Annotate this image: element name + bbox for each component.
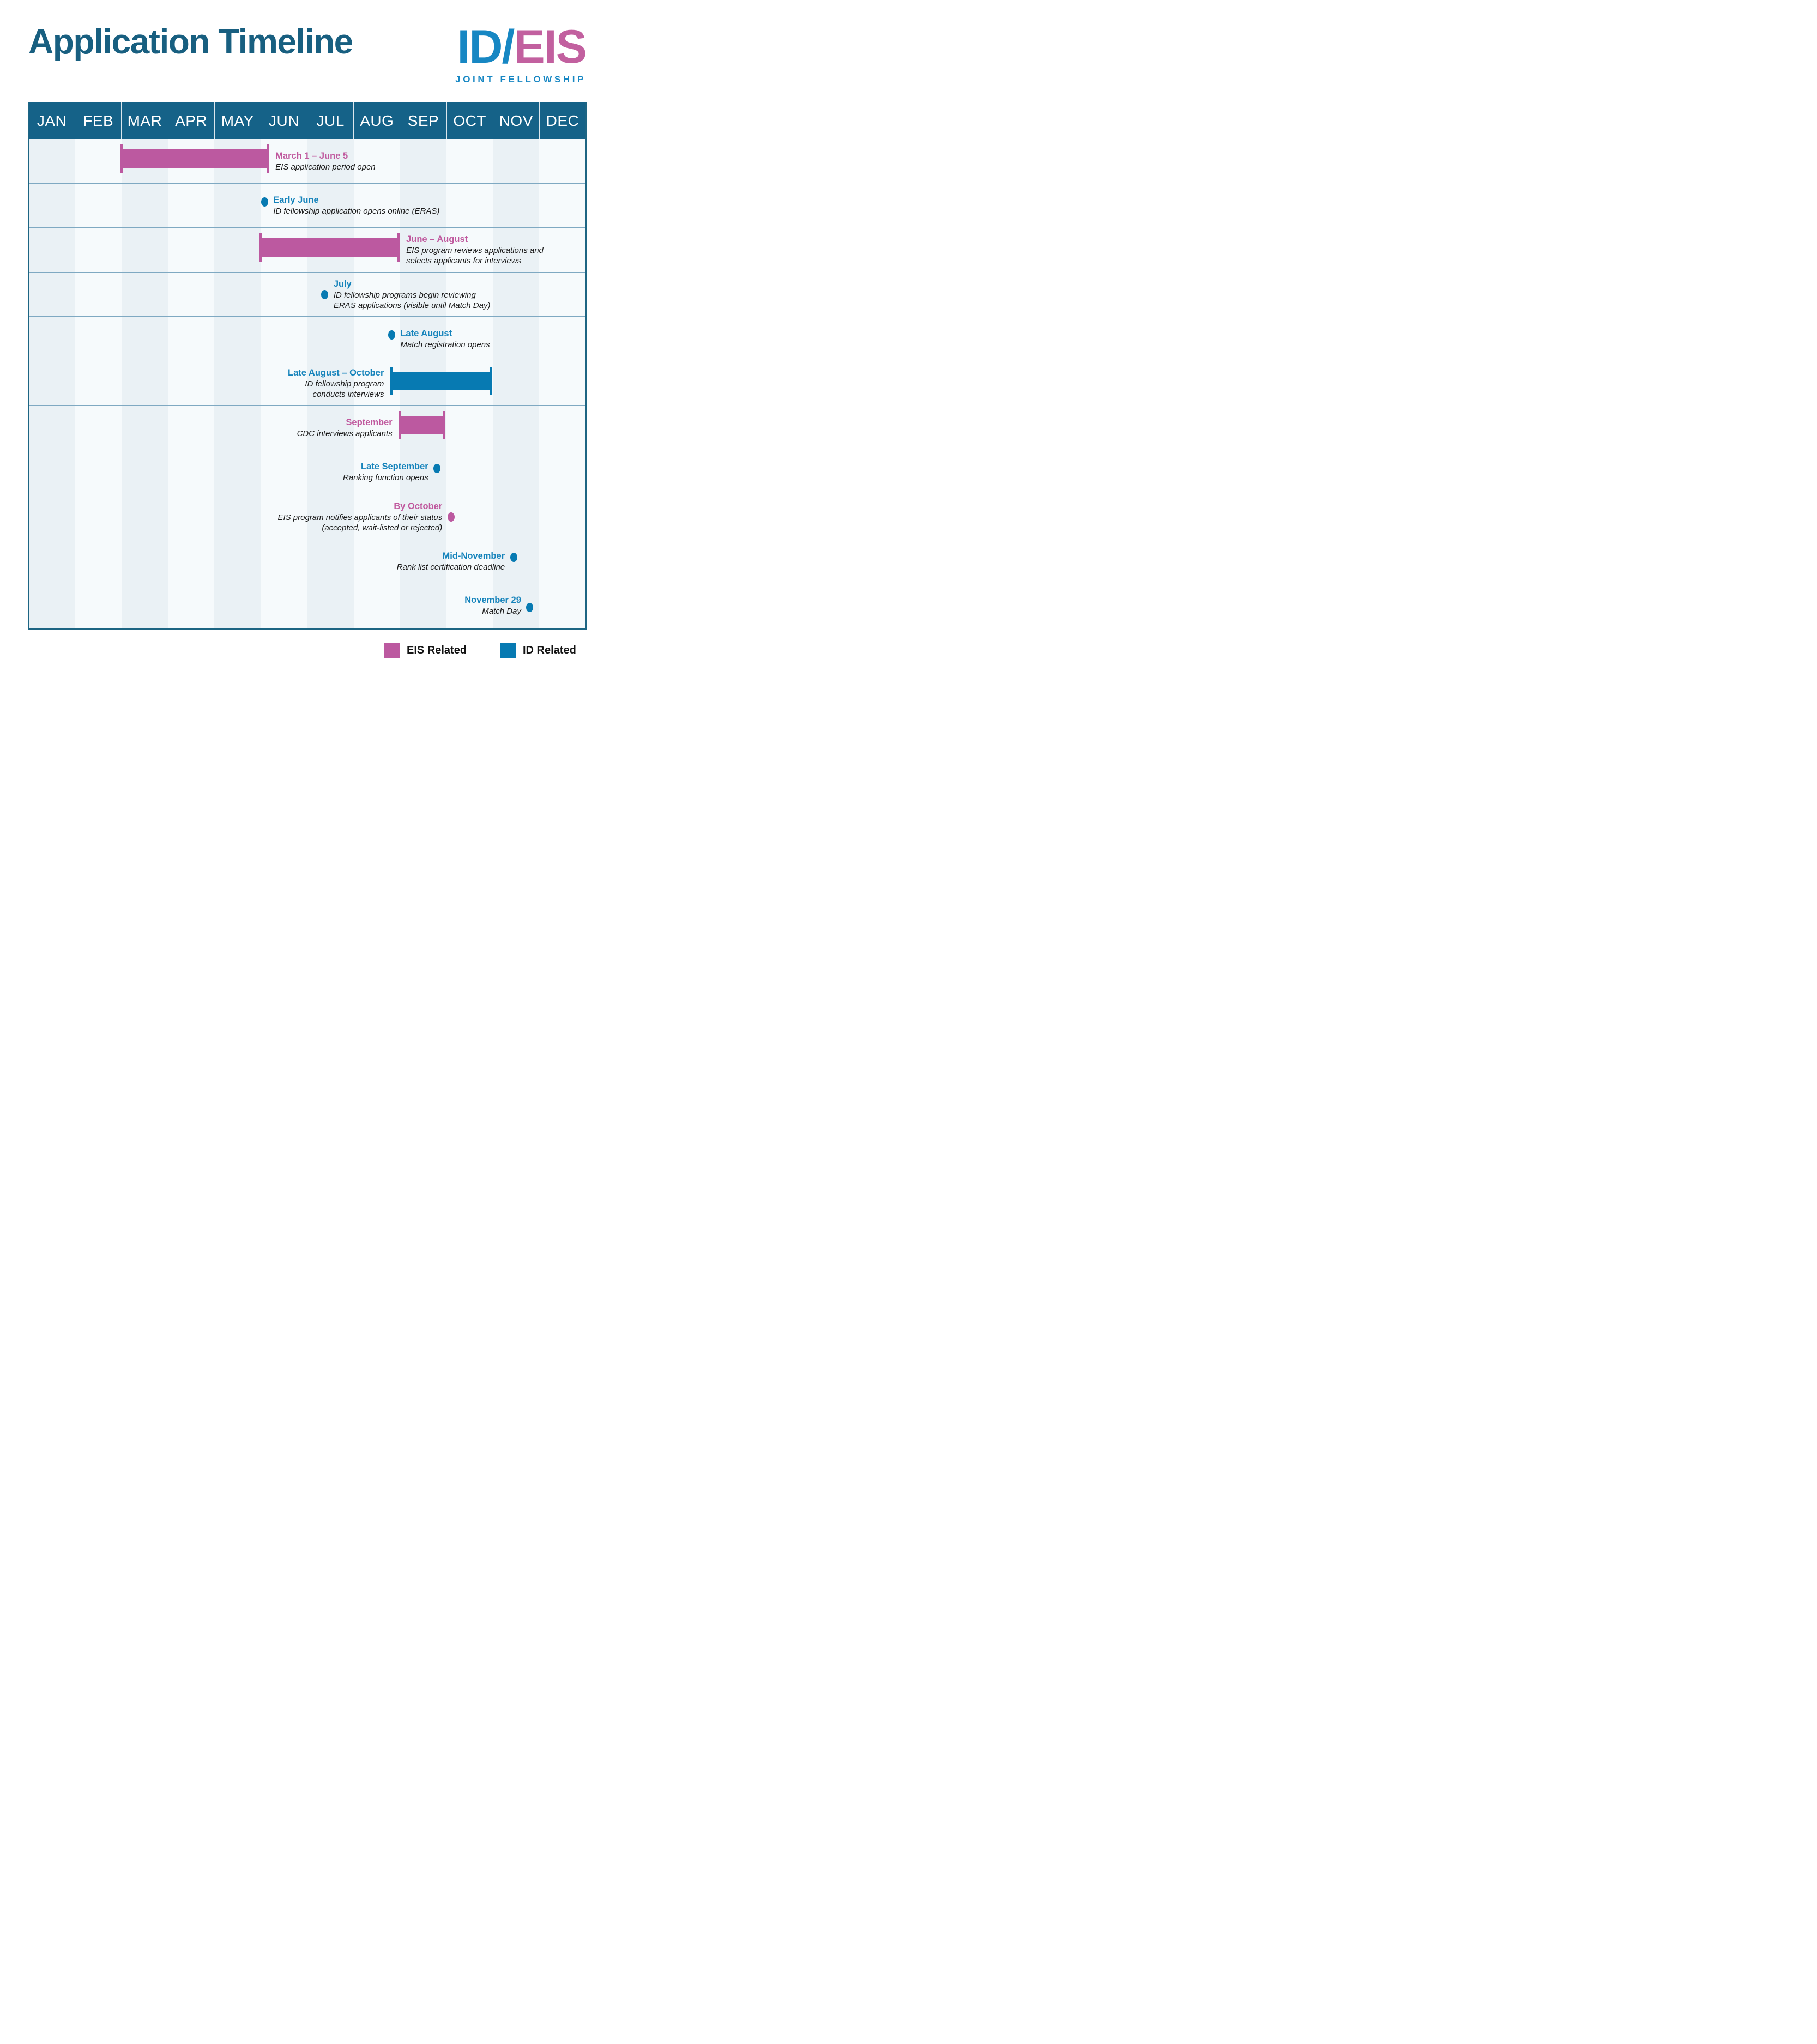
month-label-apr: APR	[167, 102, 214, 139]
event-text: Early June ID fellowship application open…	[273, 195, 439, 216]
timeline-row: June – August EIS program reviews applica…	[29, 228, 585, 273]
timeline-row: Late August Match registration opens	[29, 317, 585, 361]
event-title: July	[333, 279, 352, 289]
event-dot	[261, 197, 268, 207]
id-swatch-icon	[500, 643, 516, 658]
legend-label: EIS Related	[407, 644, 467, 656]
month-stripe-dec	[539, 139, 585, 628]
logo-eis-part: EIS	[514, 21, 587, 73]
month-stripe-feb	[75, 139, 122, 628]
event-title: March 1 – June 5	[275, 150, 348, 161]
event-text: March 1 – June 5 EIS application period o…	[275, 150, 375, 172]
event-dot	[447, 512, 455, 522]
event-description: selects applicants for interviews	[406, 256, 522, 266]
event-title: Early June	[273, 195, 319, 205]
event-description: EIS program notifies applicants of their…	[277, 512, 443, 522]
event-description: EIS program reviews applications and	[406, 246, 544, 256]
event-text: Late September Ranking function opens	[343, 461, 428, 483]
month-stripe-mar	[122, 139, 168, 628]
month-label-jan: JAN	[37, 112, 67, 129]
event-title: Late September	[360, 462, 428, 472]
logo: ID/EIS JOINT FELLOWSHIP	[455, 23, 587, 85]
event-bar	[399, 411, 445, 440]
event-description: Match registration opens	[400, 340, 490, 349]
month-label-jul: JUL	[307, 102, 353, 139]
event-bar	[259, 233, 400, 262]
month-stripe-jun	[261, 139, 307, 628]
month-label-nov: NOV	[492, 102, 539, 139]
month-label-jun: JUN	[260, 102, 307, 139]
timeline-row: July ID fellowship programs begin reviewi…	[29, 273, 585, 317]
page: Application Timeline ID/EIS JOINT FELLOW…	[0, 0, 606, 681]
month-label-sep: SEP	[400, 102, 446, 139]
event-title: November 29	[464, 595, 521, 606]
event-text: Late August – October ID fellowship progr…	[288, 367, 384, 400]
event-dot	[433, 463, 441, 473]
event-text: Mid-November Rank list certification dead…	[397, 551, 505, 572]
legend-item-id: ID Related	[500, 643, 576, 658]
timeline-row: Early June ID fellowship application open…	[29, 184, 585, 228]
event-description: ID fellowship program	[305, 379, 384, 389]
timeline-row: September CDC interviews applicants	[29, 406, 585, 450]
month-stripe-jul	[307, 139, 354, 628]
event-description: (accepted, wait-listed or rejected)	[322, 523, 443, 533]
event-description: conducts interviews	[312, 389, 384, 399]
month-label-dec: DEC	[539, 102, 585, 139]
event-title: September	[346, 417, 393, 427]
event-title: June – August	[406, 234, 468, 245]
event-title: Late August	[400, 328, 452, 338]
timeline-body: March 1 – June 5 EIS application period o…	[29, 139, 585, 628]
logo-id-part: ID/	[457, 21, 515, 73]
event-description: Match Day	[482, 607, 521, 616]
logo-wordmark: ID/EIS	[455, 23, 587, 70]
event-description: ID fellowship application opens online (…	[273, 207, 440, 216]
month-stripe-nov	[492, 139, 539, 628]
timeline-row: March 1 – June 5 EIS application period o…	[29, 139, 585, 184]
event-description: ERAS applications (visible until Match D…	[333, 300, 491, 310]
month-stripe-apr	[168, 139, 215, 628]
event-text: Late August Match registration opens	[400, 328, 490, 350]
timeline-row: Late September Ranking function opens	[29, 450, 585, 495]
event-description: Ranking function opens	[342, 473, 428, 483]
event-description: CDC interviews applicants	[297, 428, 393, 438]
month-stripe-jan	[29, 139, 76, 628]
event-dot	[321, 290, 329, 300]
legend: EIS Related ID Related	[0, 643, 606, 658]
event-title: Mid-November	[442, 551, 505, 561]
timeline-chart: JAN FEB MAR APR MAY JUN JUL AUG SEP OCT NOV DEC Mar…	[28, 102, 587, 630]
timeline-row: Late August – October ID fellowship progr…	[29, 361, 585, 406]
month-label-feb: FEB	[75, 102, 121, 139]
timeline-row: By October EIS program notifies applicant…	[29, 494, 585, 539]
event-bar	[390, 366, 492, 395]
page-title: Application Timeline	[28, 22, 353, 61]
event-title: By October	[394, 501, 443, 511]
event-text: September CDC interviews applicants	[297, 417, 393, 439]
month-label-may: MAY	[214, 102, 261, 139]
event-dot	[510, 553, 517, 563]
month-label-mar: MAR	[121, 102, 167, 139]
eis-swatch-icon	[384, 643, 400, 658]
event-dot	[388, 330, 395, 340]
legend-item-eis: EIS Related	[384, 643, 467, 658]
month-stripe-may	[214, 139, 261, 628]
event-description: EIS application period open	[275, 162, 376, 172]
event-dot	[526, 602, 534, 612]
event-text: November 29 Match Day	[464, 595, 521, 616]
event-description: Rank list certification deadline	[396, 562, 505, 572]
event-bar	[120, 144, 269, 173]
month-header-row: JAN FEB MAR APR MAY JUN JUL AUG SEP OCT NOV DEC	[29, 102, 585, 139]
event-title: Late August – October	[288, 367, 384, 378]
month-label-oct: OCT	[446, 102, 493, 139]
timeline-row: Mid-November Rank list certification dead…	[29, 539, 585, 584]
month-label-aug: AUG	[353, 102, 400, 139]
legend-label: ID Related	[523, 644, 576, 656]
event-description: ID fellowship programs begin reviewing	[333, 290, 476, 300]
event-text: June – August EIS program reviews applica…	[406, 234, 544, 266]
event-text: July ID fellowship programs begin reviewi…	[334, 279, 491, 311]
logo-subtitle: JOINT FELLOWSHIP	[455, 74, 586, 84]
event-text: By October EIS program notifies applicant…	[277, 501, 442, 533]
timeline-row: November 29 Match Day	[29, 583, 585, 628]
